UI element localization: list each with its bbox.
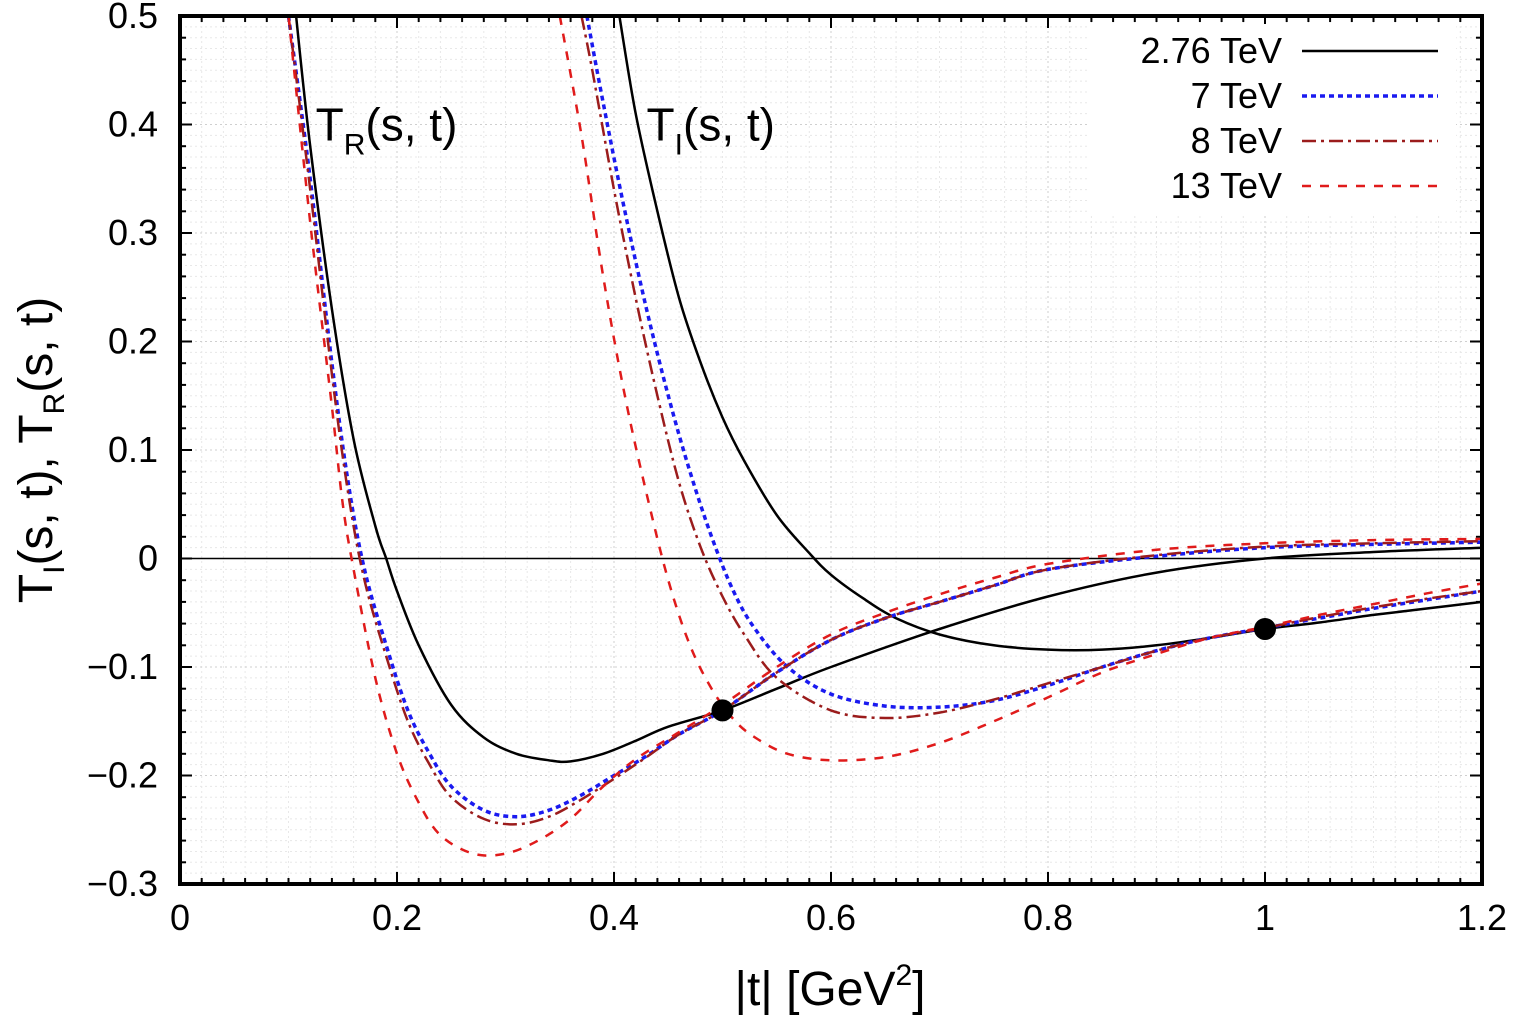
x-axis-label: |t| [GeV2] [734,959,925,1016]
legend-label-3: 13 TeV [1171,165,1282,206]
plot-frame [178,14,1484,886]
grid [180,16,1482,884]
y-tick-label: −0.1 [87,646,158,687]
x-tick-labels: 0 0.2 0.4 0.6 0.8 1 1.2 [170,897,1507,938]
y-axis-label: TI(s, t), TR(s, t) [10,297,71,603]
y-tick-label: 0.4 [108,104,158,145]
y-tick-label: 0.3 [108,212,158,253]
legend-label-2: 8 TeV [1191,120,1282,161]
legend-background [1090,24,1456,214]
x-tick-label: 0.4 [589,897,639,938]
annotation-ti-rest: (s, t) [683,99,775,151]
y-axis-label-b-sub: R [38,393,71,415]
series-3-imag-line [558,16,1482,762]
y-tick-label: −0.3 [87,863,158,904]
y-axis-label-b: (s, t), T [10,414,63,565]
x-axis-label-main: |t| [GeV [734,963,895,1016]
x-tick-label: 0.6 [806,897,856,938]
x-tick-label: 0 [170,897,190,938]
marker-point-0 [711,699,734,722]
y-tick-labels: −0.3 −0.2 −0.1 0 0.1 0.2 0.3 0.4 0.5 [87,0,158,904]
y-axis-label-a-sub: I [38,566,71,574]
y-tick-label: 0.5 [108,0,158,36]
x-tick-label: 1.2 [1457,897,1507,938]
x-tick-label: 0.2 [372,897,422,938]
x-tick-label: 1 [1255,897,1275,938]
y-tick-label: 0.1 [108,429,158,470]
y-tick-label: −0.2 [87,755,158,796]
series-0-real-line [294,16,1482,764]
annotation-ti-sub: I [675,129,683,162]
y-tick-label: 0 [138,538,158,579]
markers [711,618,1276,722]
annotation-tr-rest: (s, t) [365,99,457,151]
legend-label-0: 2.76 TeV [1141,30,1282,71]
x-tick-label: 0.8 [1023,897,1073,938]
annotation-ti: TI(s, t) [647,99,775,162]
annotation-tr-sub: R [344,129,366,162]
series-3-real-line [287,16,1482,857]
annotation-ti-main: T [647,99,675,151]
y-axis-label-c: (s, t) [10,297,63,393]
x-axis-label-close: ] [912,963,925,1016]
annotation-tr-main: T [316,99,344,151]
y-axis-label-a: T [10,574,63,603]
legend-label-1: 7 TeV [1191,75,1282,116]
marker-point-1 [1254,618,1276,641]
y-tick-label: 0.2 [108,321,158,362]
x-axis-label-sup: 2 [895,959,912,992]
annotation-tr: TR(s, t) [316,99,458,162]
legend: 2.76 TeV 7 TeV 8 TeV 13 TeV [1090,24,1456,214]
